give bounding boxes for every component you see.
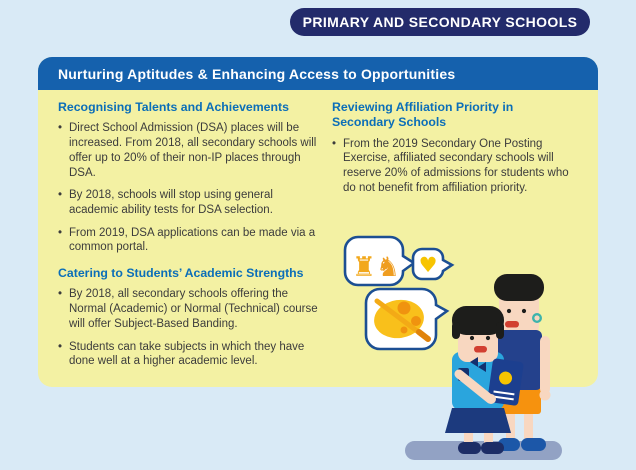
section-heading-affiliation-priority: Reviewing Affiliation Priority in Second… [332,100,514,130]
chess-bubble: ♜ ♞ [343,235,417,287]
bullet-text: Students can take subjects in which they… [69,340,305,368]
chess-knight-icon: ♞ [376,252,400,283]
list-item: • Direct School Admission (DSA) places w… [58,121,320,180]
card-title: Nurturing Aptitudes & Enhancing Access t… [58,65,456,82]
heart-bubble: ♥ [411,247,455,281]
heart-icon: ♥ [419,253,438,277]
paint-palette-icon [374,298,431,342]
bow-tie-icon [470,357,486,372]
list-item: • From the 2019 Secondary One Posting Ex… [332,137,578,196]
bullet-marker: • [58,288,63,301]
paint-brush-icon [374,298,424,337]
list-item: • From 2019, DSA applications can be mad… [58,226,320,255]
bullet-text: From 2019, DSA applications can be made … [69,226,316,254]
bullet-marker: • [58,340,63,353]
older-student [494,274,551,451]
bullet-text: Direct School Admission (DSA) places wil… [69,122,317,179]
bullet-text: By 2018, schools will stop using general… [69,189,273,216]
earring-icon [532,313,543,324]
younger-student-hair [452,306,504,335]
book-icon [487,358,524,406]
bullet-marker: • [58,122,63,135]
chess-rook-icon: ♜ [352,252,376,283]
bullet-text: From the 2019 Secondary One Posting Exer… [343,137,569,194]
list-item: • By 2018, all secondary schools offerin… [58,287,320,331]
palette-bubble [364,287,450,351]
bullet-text: By 2018, all secondary schools offering … [69,288,318,330]
info-card: Nurturing Aptitudes & Enhancing Access t… [38,57,598,387]
section-heading-catering-strengths: Catering to Students’ Academic Strengths [58,266,304,281]
list-item: • By 2018, schools will stop using gener… [58,188,320,217]
card-header: Nurturing Aptitudes & Enhancing Access t… [38,57,598,90]
bullet-marker: • [58,189,63,202]
list-item: • Students can take subjects in which th… [58,340,320,369]
right-column: Reviewing Affiliation Priority in Second… [332,100,578,204]
category-banner-label: PRIMARY AND SECONDARY SCHOOLS [302,14,578,30]
section-heading-recognising-talents: Recognising Talents and Achievements [58,100,289,114]
younger-student [445,306,524,454]
bullet-marker: • [58,226,63,239]
left-column: Recognising Talents and Achievements • D… [58,100,320,377]
card-body: Recognising Talents and Achievements • D… [38,90,598,387]
bullet-marker: • [332,137,337,150]
category-banner: PRIMARY AND SECONDARY SCHOOLS [290,8,590,36]
older-student-hair [494,274,544,301]
